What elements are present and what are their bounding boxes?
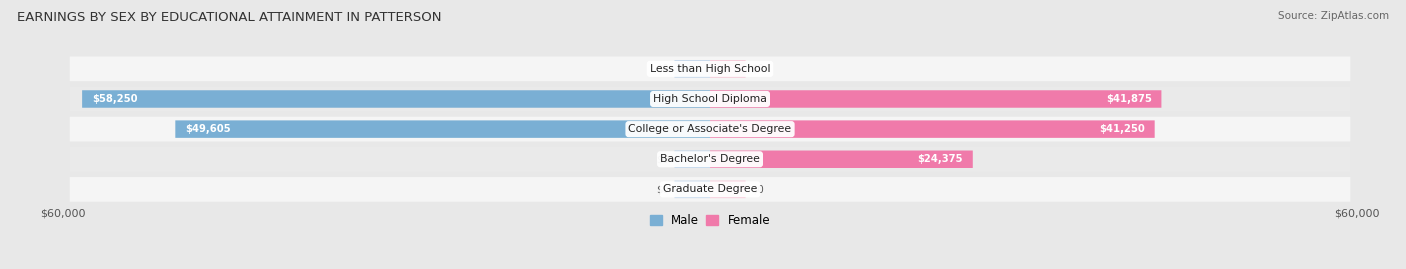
Text: Graduate Degree: Graduate Degree [662,184,758,194]
FancyBboxPatch shape [710,60,745,77]
FancyBboxPatch shape [70,147,1350,172]
Text: $0: $0 [751,64,763,74]
FancyBboxPatch shape [70,87,1350,111]
Text: $49,605: $49,605 [186,124,231,134]
Legend: Male, Female: Male, Female [645,209,775,232]
Text: $0: $0 [657,154,669,164]
FancyBboxPatch shape [675,60,710,77]
Text: $0: $0 [657,184,669,194]
Text: $41,250: $41,250 [1099,124,1144,134]
Text: College or Associate's Degree: College or Associate's Degree [628,124,792,134]
Text: EARNINGS BY SEX BY EDUCATIONAL ATTAINMENT IN PATTERSON: EARNINGS BY SEX BY EDUCATIONAL ATTAINMEN… [17,11,441,24]
FancyBboxPatch shape [710,90,1161,108]
FancyBboxPatch shape [675,151,710,168]
Text: $41,875: $41,875 [1107,94,1152,104]
Text: $58,250: $58,250 [91,94,138,104]
Text: Bachelor's Degree: Bachelor's Degree [659,154,761,164]
FancyBboxPatch shape [82,90,710,108]
FancyBboxPatch shape [70,177,1350,202]
Text: Less than High School: Less than High School [650,64,770,74]
Text: $24,375: $24,375 [918,154,963,164]
FancyBboxPatch shape [710,181,745,198]
FancyBboxPatch shape [675,181,710,198]
FancyBboxPatch shape [70,117,1350,141]
FancyBboxPatch shape [70,56,1350,81]
FancyBboxPatch shape [176,121,710,138]
FancyBboxPatch shape [710,151,973,168]
Text: High School Diploma: High School Diploma [654,94,766,104]
Text: $0: $0 [751,184,763,194]
Text: Source: ZipAtlas.com: Source: ZipAtlas.com [1278,11,1389,21]
FancyBboxPatch shape [710,121,1154,138]
Text: $0: $0 [657,64,669,74]
